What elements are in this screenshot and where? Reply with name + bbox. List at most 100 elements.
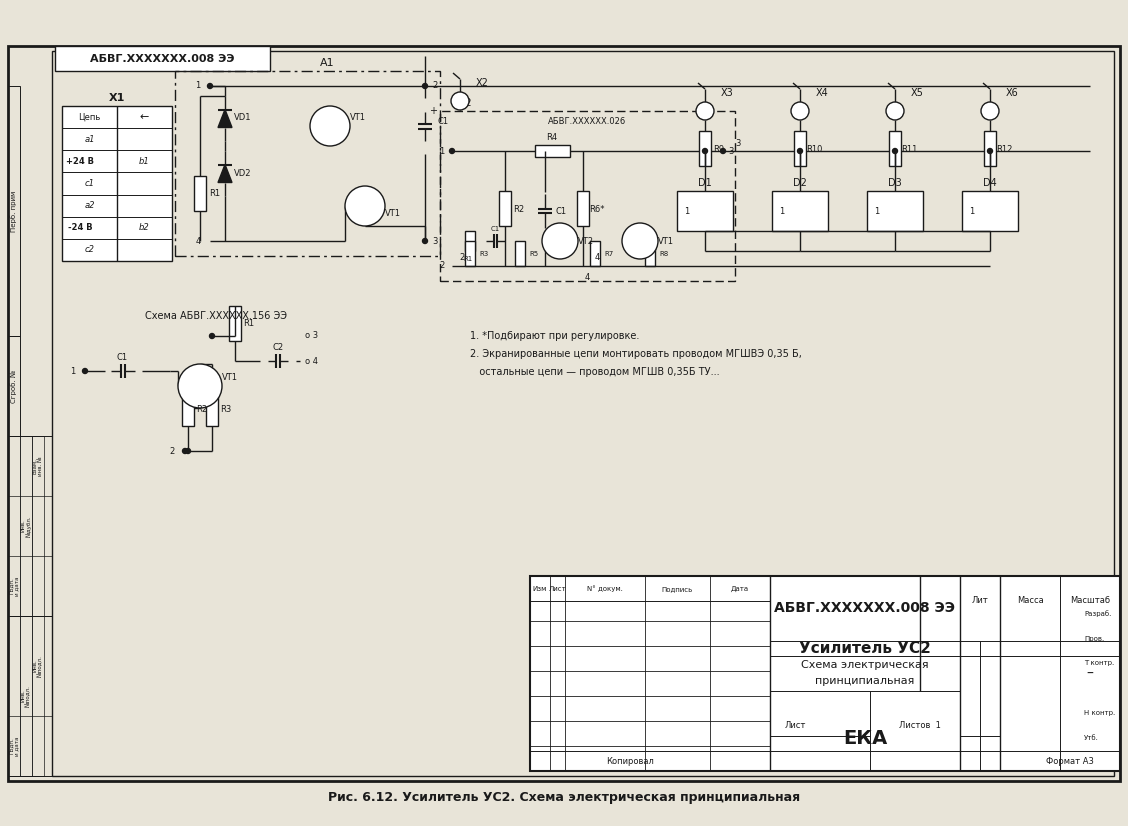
- Text: X3: X3: [721, 88, 733, 98]
- Bar: [465, 231, 475, 251]
- Text: Подпись: Подпись: [662, 586, 693, 592]
- Text: c1: c1: [85, 179, 95, 188]
- Text: +24 В: +24 В: [67, 157, 94, 166]
- Text: Схема АБВГ.XXXXXX.156 ЭЭ: Схема АБВГ.XXXXXX.156 ЭЭ: [146, 311, 287, 321]
- Circle shape: [423, 239, 428, 244]
- Text: Взам.
инв. №: Взам. инв. №: [33, 456, 43, 476]
- Text: R3: R3: [479, 251, 488, 257]
- Bar: [8, 436, 52, 616]
- Text: 1: 1: [874, 206, 880, 216]
- Bar: [194, 176, 206, 211]
- Text: VD2: VD2: [235, 169, 252, 178]
- Text: –: –: [1086, 667, 1093, 681]
- Circle shape: [82, 368, 88, 373]
- Text: Н контр.: Н контр.: [1084, 710, 1116, 716]
- Text: N° докум.: N° докум.: [587, 586, 623, 592]
- Bar: [984, 131, 996, 166]
- Text: 1: 1: [779, 206, 785, 216]
- Text: Копировал: Копировал: [606, 757, 654, 766]
- Text: A1: A1: [320, 58, 335, 68]
- Bar: [20, 616, 32, 776]
- Circle shape: [210, 334, 214, 339]
- Text: D1: D1: [698, 178, 712, 188]
- Polygon shape: [218, 164, 232, 183]
- Bar: [32, 616, 44, 776]
- Bar: [8, 436, 20, 616]
- Text: R3: R3: [220, 405, 231, 414]
- Text: c2: c2: [85, 245, 95, 254]
- Bar: [55, 46, 270, 71]
- Bar: [440, 111, 735, 281]
- Text: Пров.: Пров.: [1084, 635, 1104, 642]
- Bar: [206, 391, 218, 426]
- Bar: [867, 191, 923, 231]
- Text: Рис. 6.12. Усилитель УС2. Схема электрическая принципиальная: Рис. 6.12. Усилитель УС2. Схема электрич…: [328, 791, 800, 805]
- Text: R1: R1: [244, 320, 255, 329]
- Text: VT1: VT1: [385, 210, 400, 219]
- Text: 4: 4: [585, 273, 590, 282]
- Text: C1: C1: [491, 226, 500, 232]
- Text: R5: R5: [529, 251, 538, 257]
- Text: a1: a1: [85, 135, 95, 144]
- Text: Утб.: Утб.: [1084, 735, 1099, 742]
- Text: R1: R1: [210, 189, 221, 198]
- Text: R10: R10: [805, 145, 822, 154]
- Circle shape: [696, 102, 714, 120]
- Bar: [677, 191, 733, 231]
- Text: 2. Экранированные цепи монтировать проводом МГШВЭ 0,35 Б,: 2. Экранированные цепи монтировать прово…: [470, 349, 802, 359]
- Text: АБВГ.XXXXXX.026: АБВГ.XXXXXX.026: [548, 116, 627, 126]
- Text: R2: R2: [196, 405, 208, 414]
- Circle shape: [622, 223, 658, 259]
- Text: ЕКА: ЕКА: [843, 729, 887, 748]
- Text: Сгроб. №: Сгроб. №: [10, 369, 17, 402]
- Text: R6*: R6*: [589, 205, 605, 213]
- Text: VT1: VT1: [222, 373, 238, 382]
- Bar: [889, 131, 901, 166]
- Circle shape: [981, 102, 999, 120]
- Bar: [8, 616, 20, 776]
- Text: 4: 4: [195, 236, 201, 245]
- Bar: [182, 391, 194, 426]
- Text: Цепь: Цепь: [78, 112, 100, 121]
- Text: X5: X5: [910, 88, 924, 98]
- Text: Лист: Лист: [784, 720, 805, 729]
- Text: X2: X2: [476, 78, 488, 88]
- Text: X1: X1: [108, 93, 125, 103]
- Circle shape: [449, 149, 455, 154]
- Text: R1: R1: [464, 256, 473, 262]
- Text: VT1: VT1: [350, 113, 365, 122]
- Text: 3: 3: [735, 139, 741, 148]
- Text: Схема электрическая: Схема электрическая: [801, 661, 928, 671]
- Circle shape: [703, 149, 707, 154]
- Text: Масштаб: Масштаб: [1070, 596, 1110, 605]
- Circle shape: [721, 149, 725, 154]
- Text: 1: 1: [969, 206, 975, 216]
- Bar: [699, 131, 711, 166]
- Bar: [535, 145, 570, 157]
- Bar: [794, 131, 807, 166]
- Bar: [515, 241, 525, 266]
- Text: C1: C1: [438, 116, 449, 126]
- Text: R2: R2: [513, 205, 525, 213]
- Text: АБВГ.XXXXXXX.008 ЭЭ: АБВГ.XXXXXXX.008 ЭЭ: [90, 54, 235, 64]
- Circle shape: [791, 102, 809, 120]
- Text: +: +: [429, 106, 437, 116]
- Text: Подп.
и дата: Подп. и дата: [9, 736, 19, 756]
- Text: R11: R11: [901, 145, 917, 154]
- Circle shape: [797, 149, 802, 154]
- Bar: [530, 576, 1120, 771]
- Text: o 3: o 3: [305, 331, 318, 340]
- Text: 1. *Подбирают при регулировке.: 1. *Подбирают при регулировке.: [470, 331, 640, 341]
- Polygon shape: [218, 110, 232, 127]
- Bar: [499, 191, 511, 226]
- Bar: [175, 71, 440, 256]
- Text: X4: X4: [816, 88, 828, 98]
- Text: R12: R12: [996, 145, 1012, 154]
- Circle shape: [892, 149, 898, 154]
- Text: C1: C1: [116, 353, 127, 362]
- Text: 2: 2: [459, 254, 465, 263]
- Text: 3: 3: [729, 146, 733, 155]
- Text: D2: D2: [793, 178, 807, 188]
- Bar: [8, 46, 1120, 781]
- Text: VT1: VT1: [658, 236, 675, 245]
